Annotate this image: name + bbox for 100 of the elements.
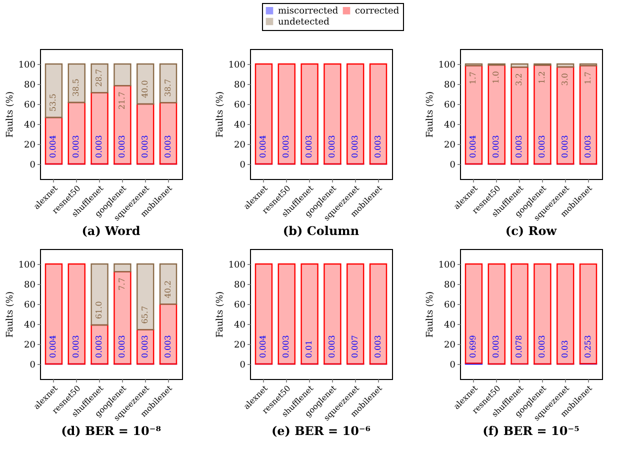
data-label: 0.003 xyxy=(492,135,501,158)
bar xyxy=(114,271,132,365)
y-tick-label: 60 xyxy=(234,300,246,310)
data-label: 0.003 xyxy=(117,335,126,358)
y-tick-label: 40 xyxy=(24,320,36,330)
y-tick-label: 80 xyxy=(24,280,36,290)
data-label: 38.7 xyxy=(163,78,172,97)
data-label: 1.7 xyxy=(468,72,478,84)
y-tick-label: 0 xyxy=(30,160,36,170)
y-axis-title: Faults (%) xyxy=(5,291,16,338)
text: (e) BER = 10⁻⁶ xyxy=(271,424,371,438)
data-label: 3.2 xyxy=(514,73,524,86)
data-label: 0.003 xyxy=(350,135,360,158)
y-tick-label: 100 xyxy=(228,60,246,70)
data-label: 0.003 xyxy=(72,135,81,158)
bar xyxy=(44,116,63,165)
bar xyxy=(254,263,273,365)
bar xyxy=(68,102,86,165)
y-tick-label: 0 xyxy=(450,360,456,370)
bar xyxy=(488,64,506,165)
data-label: 0.01 xyxy=(304,340,314,358)
data-label: 0.003 xyxy=(140,135,150,158)
bar xyxy=(44,263,63,365)
y-tick-label: 60 xyxy=(24,300,36,310)
bar xyxy=(114,263,132,272)
data-label: 0.003 xyxy=(282,135,291,158)
data-label: 0.253 xyxy=(583,335,592,358)
data-label: 0.003 xyxy=(537,135,546,158)
bar xyxy=(159,102,178,165)
bar xyxy=(488,263,506,365)
y-tick-label: 0 xyxy=(240,160,246,170)
data-label: 0.004 xyxy=(468,135,478,158)
y-tick-label: 80 xyxy=(444,80,456,90)
data-label: 38.5 xyxy=(72,78,81,96)
y-tick-label: 40 xyxy=(24,120,36,130)
bar xyxy=(114,63,132,86)
bar xyxy=(534,64,552,165)
y-tick-label: 40 xyxy=(234,320,246,330)
bar xyxy=(90,263,108,326)
bar xyxy=(556,66,574,165)
bar xyxy=(136,263,154,330)
data-label: 0.003 xyxy=(537,335,546,358)
y-axis-title: Faults (%) xyxy=(215,291,226,338)
y-tick-label: 20 xyxy=(24,140,36,150)
bar xyxy=(114,85,132,165)
data-label: 0.007 xyxy=(350,335,360,358)
y-tick-label: 60 xyxy=(234,100,246,110)
bar xyxy=(44,63,63,118)
data-label: 0.003 xyxy=(163,135,172,158)
bar xyxy=(324,63,342,165)
data-label: 0.003 xyxy=(117,135,126,158)
data-label: 1.0 xyxy=(492,70,501,84)
data-label: 0.004 xyxy=(258,135,268,158)
data-label: 53.5 xyxy=(48,94,58,112)
y-tick-label: 100 xyxy=(18,60,36,70)
bar xyxy=(159,63,178,104)
bar xyxy=(136,63,154,105)
bar xyxy=(159,263,178,305)
bar xyxy=(278,63,296,165)
data-label: 0.004 xyxy=(258,335,268,358)
y-tick-label: 100 xyxy=(438,260,456,270)
bar xyxy=(464,263,483,364)
y-tick-label: 20 xyxy=(234,340,246,350)
bar xyxy=(254,63,273,165)
data-label: 1.2 xyxy=(537,71,546,84)
bar xyxy=(579,65,598,165)
bar xyxy=(324,263,342,365)
bar xyxy=(464,65,483,165)
data-label: 0.003 xyxy=(282,335,291,358)
legend-label: miscorrected xyxy=(278,6,338,17)
bar xyxy=(510,63,528,68)
data-label: 7.7 xyxy=(117,278,126,290)
bar xyxy=(346,263,364,365)
bar xyxy=(136,103,154,165)
text: (a) Word xyxy=(82,224,141,238)
data-label: 0.003 xyxy=(560,135,570,158)
y-tick-label: 60 xyxy=(444,100,456,110)
y-tick-label: 100 xyxy=(18,260,36,270)
data-label: 0.03 xyxy=(560,340,570,358)
y-tick-label: 0 xyxy=(450,160,456,170)
y-tick-label: 20 xyxy=(24,340,36,350)
y-tick-label: 20 xyxy=(234,140,246,150)
y-tick-label: 40 xyxy=(444,120,456,130)
y-tick-label: 100 xyxy=(228,260,246,270)
data-label: 0.078 xyxy=(514,335,524,358)
bar xyxy=(534,263,552,365)
bar xyxy=(159,304,178,365)
data-label: 40.2 xyxy=(163,280,172,298)
data-label: 61.0 xyxy=(94,301,104,319)
data-label: 1.7 xyxy=(583,72,592,84)
bar xyxy=(68,263,86,365)
text: (d) BER = 10⁻⁸ xyxy=(61,424,161,438)
data-label: 0.003 xyxy=(583,135,592,158)
y-tick-label: 80 xyxy=(444,280,456,290)
data-label: 0.003 xyxy=(94,135,104,158)
bar xyxy=(556,63,574,68)
data-label: 0.003 xyxy=(140,335,150,358)
bar xyxy=(579,263,598,364)
legend-label: undetected xyxy=(278,18,330,28)
bar xyxy=(68,63,86,104)
